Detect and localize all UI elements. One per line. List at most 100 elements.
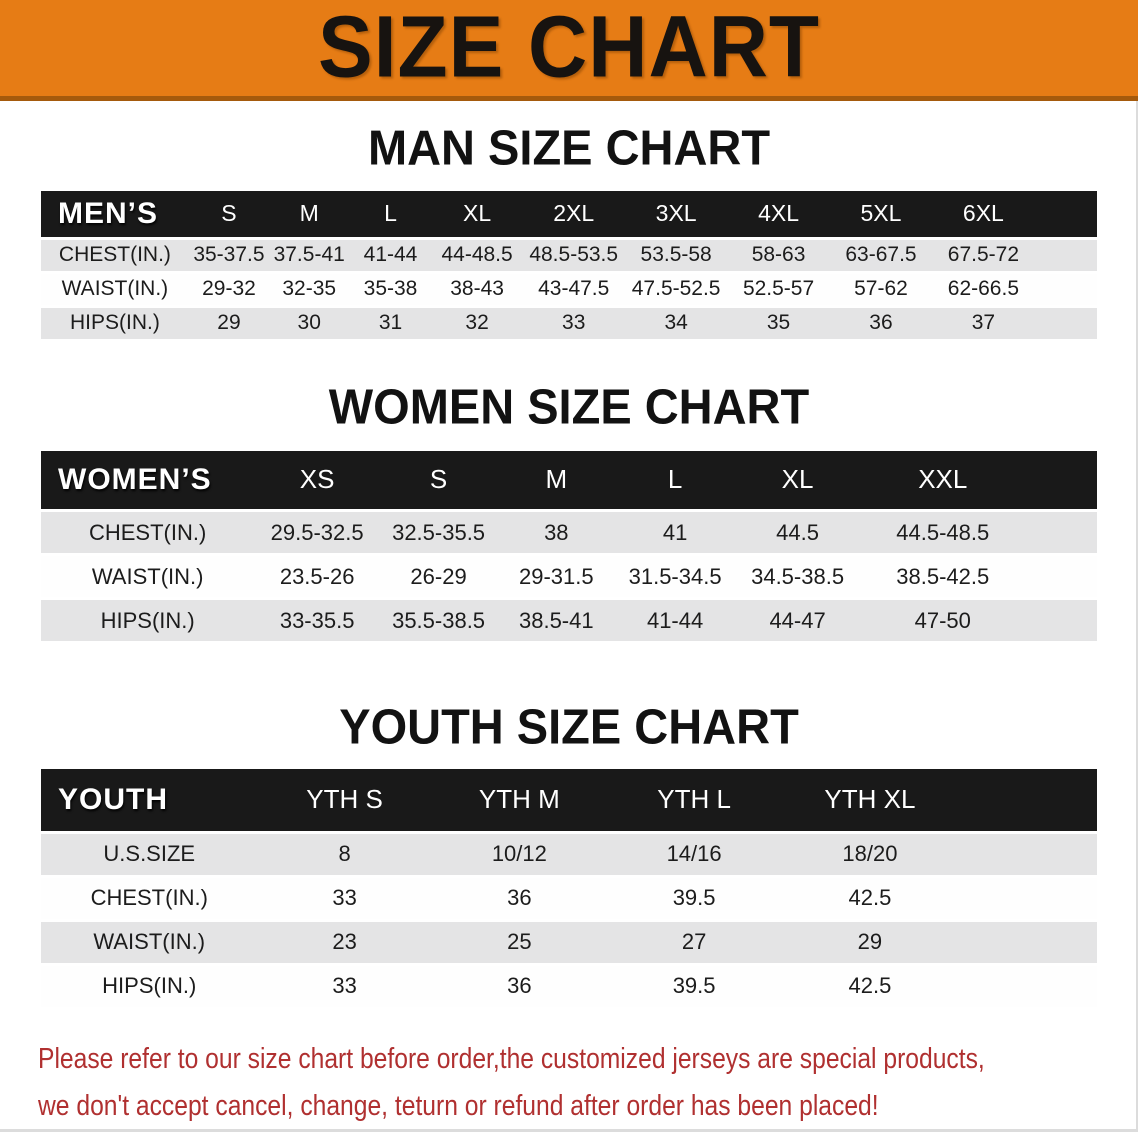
size-cell: 44-48.5 [431, 236, 523, 272]
size-cell: 39.5 [606, 962, 782, 1010]
size-column-header: S [221, 200, 237, 227]
size-column-header: XXL [918, 464, 968, 495]
size-column-header: S [429, 464, 448, 495]
size-cell: 27 [606, 918, 782, 964]
size-cell: 33-35.5 [254, 597, 380, 644]
size-cell: 35-37.5 [188, 236, 270, 272]
row-label: CHEST(IN.) [41, 509, 255, 555]
size-cell: 67.5-72 [932, 236, 1035, 272]
disclaimer: Please refer to our size chart before or… [38, 1036, 1138, 1130]
size-cell: 39.5 [606, 874, 782, 920]
size-cell: 63-67.5 [829, 236, 933, 272]
size-column-header: L [667, 464, 683, 495]
header-filler [959, 769, 1097, 832]
men-table-corner-label: MEN’S [58, 196, 159, 230]
table-row: CHEST(IN.) 33 36 39.5 42.5 [41, 874, 1097, 920]
size-cell: 33 [257, 874, 432, 920]
size-cell: 34 [624, 304, 728, 342]
size-cell: 44-47 [734, 597, 861, 644]
size-cell: 10/12 [431, 830, 607, 876]
row-filler [958, 962, 1097, 1010]
section-youth: YOUTH SIZE CHART YOUTH YTH S YTH M YTH L YTH… [0, 698, 1138, 1010]
size-column-header: XL [463, 200, 492, 227]
row-label: WAIST(IN.) [41, 270, 189, 306]
size-column-header: 3XL [655, 200, 697, 227]
row-label: HIPS(IN.) [41, 304, 189, 342]
disclaimer-line-1: Please refer to our size chart before or… [38, 1042, 985, 1075]
size-column-header: M [299, 200, 319, 227]
size-cell: 23 [257, 918, 432, 964]
size-cell: 32.5-35.5 [379, 509, 498, 555]
row-filler [1025, 553, 1097, 599]
size-cell: 37 [932, 304, 1035, 342]
men-table-header-row: MEN’S S M L XL 2XL 3XL 4XL 5XL 6XL [41, 191, 1097, 238]
row-label: CHEST(IN.) [41, 236, 189, 272]
size-cell: 41 [615, 509, 735, 555]
section-women: WOMEN SIZE CHART WOMEN’S XS S M L XL XXL CHEST(… [0, 378, 1138, 644]
row-label: WAIST(IN.) [41, 553, 255, 599]
row-filler [958, 874, 1097, 920]
size-cell: 53.5-58 [624, 236, 728, 272]
table-row: HIPS(IN.) 33-35.5 35.5-38.5 38.5-41 41-44 44-… [41, 597, 1097, 644]
section-men: MAN SIZE CHART MEN’S S M L XL 2XL 3XL 4XL 5XL 6XL… [0, 119, 1138, 342]
women-size-table: WOMEN’S XS S M L XL XXL CHEST(IN.) 29.5-32.5 32.5… [41, 450, 1097, 644]
row-filler [958, 830, 1097, 876]
row-filler [1034, 236, 1097, 272]
size-cell: 58-63 [727, 236, 830, 272]
youth-table-corner-label: YOUTH [58, 782, 168, 816]
table-row: WAIST(IN.) 23 25 27 29 [41, 918, 1097, 964]
size-cell: 36 [431, 874, 607, 920]
header-filler [1035, 191, 1097, 238]
size-cell: 35 [727, 304, 830, 342]
men-chart-title: MAN SIZE CHART [367, 119, 771, 176]
size-chart-banner: SIZE CHART [0, 0, 1138, 101]
size-cell: 32-35 [269, 270, 350, 306]
size-cell: 29.5-32.5 [254, 509, 380, 555]
table-row: HIPS(IN.) 29 30 31 32 33 34 35 36 37 [41, 304, 1097, 342]
size-cell: 33 [522, 304, 625, 342]
size-cell: 35-38 [349, 270, 432, 306]
size-cell: 29-32 [188, 270, 270, 306]
size-column-header: 5XL [860, 200, 902, 227]
size-cell: 38.5-42.5 [860, 553, 1026, 599]
size-cell: 44.5 [734, 509, 861, 555]
row-label: U.S.SIZE [41, 830, 258, 876]
women-table-header-row: WOMEN’S XS S M L XL XXL [41, 450, 1097, 511]
size-column-header: L [384, 200, 397, 227]
size-cell: 35.5-38.5 [379, 597, 498, 644]
size-cell: 34.5-38.5 [734, 553, 861, 599]
size-column-header: 4XL [758, 200, 800, 227]
disclaimer-line-2: we don't accept cancel, change, teturn o… [38, 1089, 879, 1122]
youth-table-header-row: YOUTH YTH S YTH M YTH L YTH XL [41, 769, 1097, 832]
size-cell: 33 [257, 962, 432, 1010]
table-row: CHEST(IN.) 35-37.5 37.5-41 41-44 44-48.5 48.5… [41, 236, 1097, 272]
table-row: CHEST(IN.) 29.5-32.5 32.5-35.5 38 41 44.5 44.5… [41, 509, 1097, 555]
size-cell: 36 [829, 304, 933, 342]
size-cell: 38.5-41 [497, 597, 616, 644]
row-filler [1034, 270, 1097, 306]
size-column-header: YTH S [306, 784, 383, 815]
row-filler [1025, 509, 1097, 555]
size-cell: 25 [431, 918, 607, 964]
size-column-header: 6XL [962, 200, 1004, 227]
size-column-header: XS [299, 464, 335, 495]
row-label: WAIST(IN.) [41, 918, 258, 964]
size-cell: 48.5-53.5 [522, 236, 625, 272]
row-label: HIPS(IN.) [41, 597, 255, 644]
size-chart-content: MAN SIZE CHART MEN’S S M L XL 2XL 3XL 4XL 5XL 6XL… [0, 119, 1138, 1130]
size-column-header: YTH M [478, 784, 560, 815]
size-cell: 43-47.5 [522, 270, 625, 306]
women-table-corner-label: WOMEN’S [58, 462, 212, 496]
size-cell: 26-29 [379, 553, 498, 599]
size-cell: 42.5 [781, 962, 959, 1010]
size-cell: 8 [257, 830, 432, 876]
men-size-table: MEN’S S M L XL 2XL 3XL 4XL 5XL 6XL CHEST(IN.) 35-37… [41, 191, 1097, 342]
banner-title: SIZE CHART [318, 0, 820, 96]
size-cell: 29-31.5 [497, 553, 616, 599]
row-filler [1034, 304, 1097, 342]
size-column-header: XL [781, 464, 814, 495]
size-cell: 23.5-26 [254, 553, 380, 599]
youth-chart-title: YOUTH SIZE CHART [339, 698, 799, 755]
size-cell: 44.5-48.5 [860, 509, 1026, 555]
size-cell: 31.5-34.5 [615, 553, 735, 599]
